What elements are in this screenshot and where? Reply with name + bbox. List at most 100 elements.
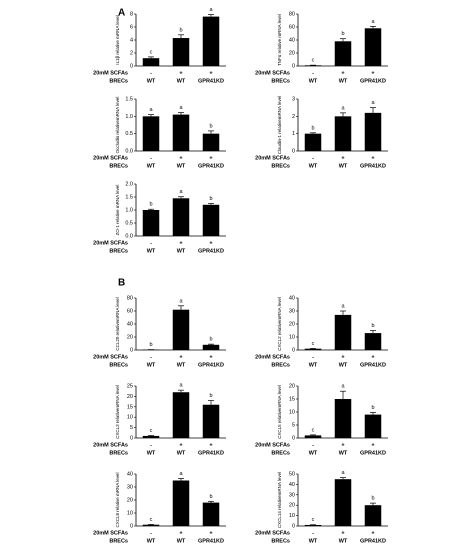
row-label: 20mM SCFAs	[93, 70, 128, 76]
y-tick-label: 20	[289, 50, 295, 56]
bar	[142, 210, 160, 236]
row-label: BRECs	[271, 538, 290, 544]
treatment-label: +	[209, 240, 212, 246]
error-bar	[178, 34, 184, 39]
significance-letter: c	[150, 428, 153, 434]
x-tick-label: GPR41KD	[198, 163, 224, 169]
treatment-label: +	[209, 442, 212, 448]
treatment-label: +	[341, 530, 344, 536]
y-tick-label: 25	[127, 383, 133, 389]
y-tick-label: 0	[130, 435, 133, 441]
significance-letter: a	[371, 100, 375, 106]
x-tick-label: WT	[339, 362, 348, 368]
bar	[172, 392, 190, 438]
error-bar	[208, 203, 214, 205]
bar	[172, 198, 190, 236]
significance-letter: c	[312, 341, 315, 347]
y-axis-label: Claudin-1 relativemRNA level	[277, 96, 282, 155]
error-bar	[340, 477, 346, 480]
y-axis-label: Occludin relativemRNA level	[115, 97, 120, 154]
x-tick-label: GPR41KD	[198, 362, 224, 368]
bar	[202, 204, 220, 236]
x-tick-label: GPR41KD	[360, 538, 386, 544]
bar	[304, 348, 322, 350]
y-tick-label: 0	[130, 523, 133, 529]
significance-letter: a	[341, 384, 345, 390]
y-tick-label: 20	[127, 394, 133, 400]
row-label: 20mM SCFAs	[93, 442, 128, 448]
significance-letter: c	[312, 517, 315, 523]
treatment-label: +	[209, 155, 212, 161]
treatment-label: -	[312, 155, 314, 161]
treatment-label: -	[312, 70, 314, 76]
y-tick-label: 15	[127, 404, 133, 410]
x-tick-label: WT	[339, 538, 348, 544]
significance-letter: b	[209, 196, 212, 202]
y-tick-label: 40	[289, 37, 295, 43]
x-tick-label: WT	[147, 163, 156, 169]
x-tick-label: WT	[309, 450, 318, 456]
error-bar	[340, 38, 346, 42]
y-tick-label: 5	[130, 425, 133, 431]
treatment-label: +	[179, 530, 182, 536]
bar	[364, 112, 382, 151]
significance-letter: c	[150, 49, 153, 55]
treatment-label: +	[341, 70, 344, 76]
error-bar	[178, 196, 184, 199]
error-bar	[340, 310, 346, 315]
treatment-label: -	[150, 155, 152, 161]
row-label: 20mM SCFAs	[93, 530, 128, 536]
y-tick-label: 20	[289, 503, 295, 509]
treatment-label: +	[209, 354, 212, 360]
bar	[334, 116, 352, 151]
error-bar	[148, 56, 154, 59]
y-tick-label: 5	[292, 422, 295, 428]
significance-letter: b	[209, 494, 212, 500]
row-label: 20mM SCFAs	[255, 442, 290, 448]
x-tick-label: WT	[177, 362, 186, 368]
row-label: 20mM SCFAs	[93, 155, 128, 161]
y-axis-label: ZO-1 relative mRNA level	[115, 185, 120, 236]
treatment-label: +	[341, 442, 344, 448]
y-tick-label: 6	[130, 24, 133, 30]
significance-letter: a	[209, 7, 213, 13]
y-tick-label: 20	[127, 334, 133, 340]
treatment-label: +	[209, 530, 212, 536]
significance-letter: b	[371, 405, 374, 411]
treatment-label: -	[150, 354, 152, 360]
y-tick-label: 30	[289, 492, 295, 498]
treatment-label: +	[371, 354, 374, 360]
error-bar	[208, 14, 214, 17]
y-tick-label: 8	[130, 11, 133, 17]
y-tick-label: 1.5	[125, 194, 133, 200]
y-tick-label: 0	[292, 63, 295, 69]
significance-letter: b	[179, 27, 182, 33]
y-axis-label: CXCL14 relativemRNA level	[277, 472, 282, 528]
significance-letter: b	[149, 202, 152, 208]
significance-letter: b	[311, 125, 314, 131]
error-bar	[178, 112, 184, 115]
treatment-label: +	[371, 442, 374, 448]
x-tick-label: GPR41KD	[198, 538, 224, 544]
treatment-label: -	[312, 354, 314, 360]
error-bar	[148, 114, 154, 117]
bar	[364, 505, 382, 526]
row-label: BRECs	[109, 163, 128, 169]
treatment-label: +	[209, 70, 212, 76]
y-tick-label: 2.0	[125, 181, 133, 187]
x-tick-label: WT	[147, 538, 156, 544]
error-bar	[148, 208, 154, 210]
y-tick-label: 0.5	[125, 220, 133, 226]
significance-letter: c	[312, 427, 315, 433]
x-tick-label: WT	[309, 538, 318, 544]
y-tick-label: 0	[292, 148, 295, 154]
bar	[172, 309, 190, 350]
row-label: BRECs	[271, 163, 290, 169]
bar	[304, 435, 322, 438]
bar	[142, 435, 160, 438]
bar	[334, 41, 352, 66]
error-bar	[208, 400, 214, 405]
significance-letter: a	[341, 105, 345, 111]
